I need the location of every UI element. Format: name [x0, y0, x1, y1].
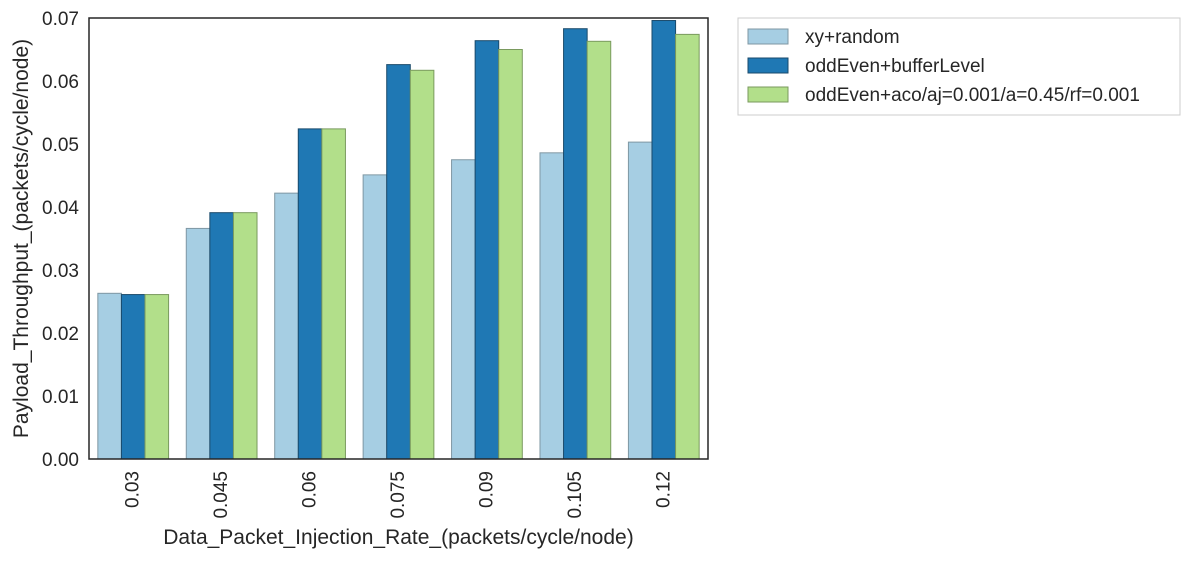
- bar-oddeven-aco-aj-0-001-a-0-45-rf-0-001-0_06: [321, 128, 346, 460]
- legend-swatch: [747, 86, 789, 103]
- y-axis-title: Payload_Throughput_(packets/cycle/node): [10, 39, 33, 438]
- bar-oddeven-bufferlevel-0_045: [209, 212, 234, 460]
- y-tick-label: 0.04: [42, 198, 79, 219]
- bar-oddeven-aco-aj-0-001-a-0-45-rf-0-001-0_075: [409, 69, 435, 460]
- y-tick-label: 0.00: [42, 450, 79, 471]
- y-tick-label: 0.03: [42, 261, 79, 282]
- y-axis-ticks: 0.00 0.01 0.02 0.03 0.04 0.05 0.06 0.07: [42, 9, 79, 471]
- x-tick-label: 0.075: [388, 471, 409, 519]
- y-tick-label: 0.07: [42, 9, 79, 30]
- bar-oddeven-bufferlevel-0_06: [297, 128, 323, 460]
- bar-oddeven-bufferlevel-0_105: [563, 28, 588, 460]
- legend-label: xy+random: [805, 27, 900, 48]
- legend-label: oddEven+bufferLevel: [805, 56, 985, 77]
- bars-group: [97, 20, 700, 460]
- bar-xy-random-0_075: [362, 174, 388, 460]
- x-tick-label: 0.12: [653, 471, 674, 508]
- bar-oddeven-aco-aj-0-001-a-0-45-rf-0-001-0_045: [232, 212, 258, 460]
- x-tick-label: 0.105: [565, 471, 586, 519]
- bar-xy-random-0_03: [97, 292, 122, 460]
- y-tick-label: 0.02: [42, 324, 79, 345]
- legend-label: oddEven+aco/aj=0.001/a=0.45/rf=0.001: [805, 85, 1140, 106]
- x-tick-label: 0.09: [476, 471, 497, 508]
- bar-oddeven-aco-aj-0-001-a-0-45-rf-0-001-0_09: [498, 49, 523, 460]
- y-tick-label: 0.06: [42, 72, 79, 93]
- bar-oddeven-aco-aj-0-001-a-0-45-rf-0-001-0_12: [675, 33, 700, 460]
- legend-swatch: [747, 57, 789, 74]
- x-axis-ticks: 0.03 0.045 0.06 0.075 0.09 0.105 0.12: [123, 471, 675, 519]
- x-tick-label: 0.03: [123, 471, 144, 508]
- legend-swatch: [747, 28, 789, 45]
- bar-oddeven-aco-aj-0-001-a-0-45-rf-0-001-0_03: [144, 294, 170, 460]
- bar-oddeven-aco-aj-0-001-a-0-45-rf-0-001-0_105: [586, 40, 612, 460]
- bar-xy-random-0_06: [274, 192, 299, 460]
- bar-oddeven-bufferlevel-0_075: [386, 64, 411, 460]
- y-tick-label: 0.05: [42, 135, 79, 156]
- bar-xy-random-0_12: [627, 141, 653, 460]
- legend-frame: [737, 17, 1181, 116]
- bar-oddeven-bufferlevel-0_09: [474, 40, 500, 460]
- x-axis-title: Data_Packet_Injection_Rate_(packets/cycl…: [163, 526, 633, 549]
- legend: xy+random oddEven+bufferLevel oddEven+aco/…: [737, 17, 1181, 116]
- x-tick-label: 0.045: [211, 471, 232, 519]
- bar-oddeven-bufferlevel-0_12: [651, 20, 677, 460]
- plot-frame: [88, 17, 709, 460]
- bar-xy-random-0_045: [185, 227, 211, 460]
- bar-xy-random-0_09: [451, 159, 476, 460]
- bar-oddeven-bufferlevel-0_03: [120, 294, 146, 460]
- x-tick-label: 0.06: [300, 471, 321, 508]
- y-tick-label: 0.01: [42, 387, 79, 408]
- bar-xy-random-0_105: [539, 152, 565, 460]
